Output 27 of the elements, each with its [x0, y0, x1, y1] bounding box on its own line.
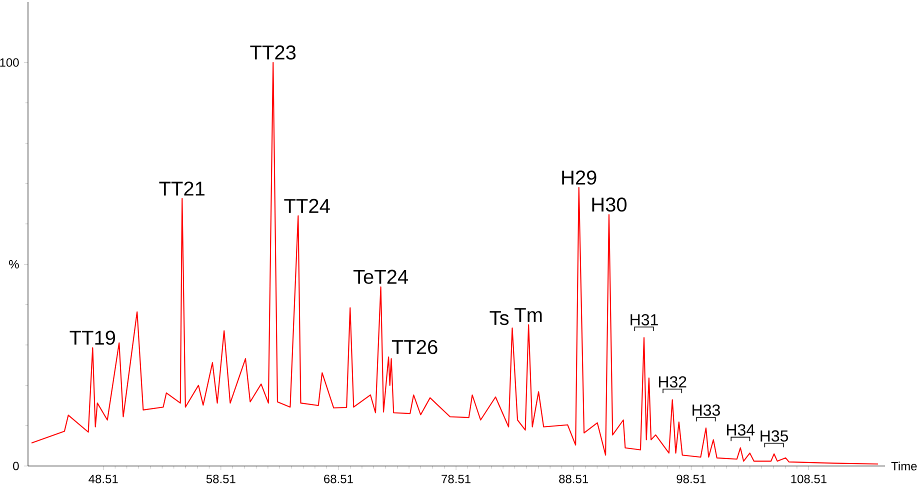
x-tick-label: 68.51: [324, 474, 353, 484]
annotation: Ts: [490, 311, 509, 326]
y-tick-label: %: [9, 260, 19, 268]
y-tick-label: 100: [0, 58, 19, 67]
annotation: H33: [692, 404, 720, 416]
annotation: H31: [630, 314, 658, 326]
x-tick-label: 58.51: [206, 474, 236, 484]
annotation: Tm: [514, 308, 542, 322]
x-tick-label: 108.51: [791, 474, 826, 484]
x-tick-label: 98.51: [676, 474, 706, 484]
annotation: H35: [760, 430, 788, 442]
annotation: TeT24: [353, 270, 408, 284]
annotation: H34: [727, 424, 755, 436]
x-axis-title: Time: [891, 462, 917, 470]
annotation: TT19: [70, 330, 116, 345]
x-tick-label: 78.51: [442, 474, 470, 484]
annotation: H32: [658, 376, 686, 388]
y-tick-label: 0: [13, 462, 19, 470]
annotation: TT21: [159, 182, 204, 196]
annotation: H30: [592, 198, 627, 212]
line-series: [30, 62, 878, 465]
annotation: TT23: [250, 45, 296, 60]
x-tick-label: 48.51: [88, 474, 118, 484]
annotation: TT24: [284, 198, 330, 213]
x-tick-label: 88.51: [559, 474, 588, 484]
annotation: TT26: [392, 340, 438, 354]
annotation: H29: [562, 170, 596, 185]
